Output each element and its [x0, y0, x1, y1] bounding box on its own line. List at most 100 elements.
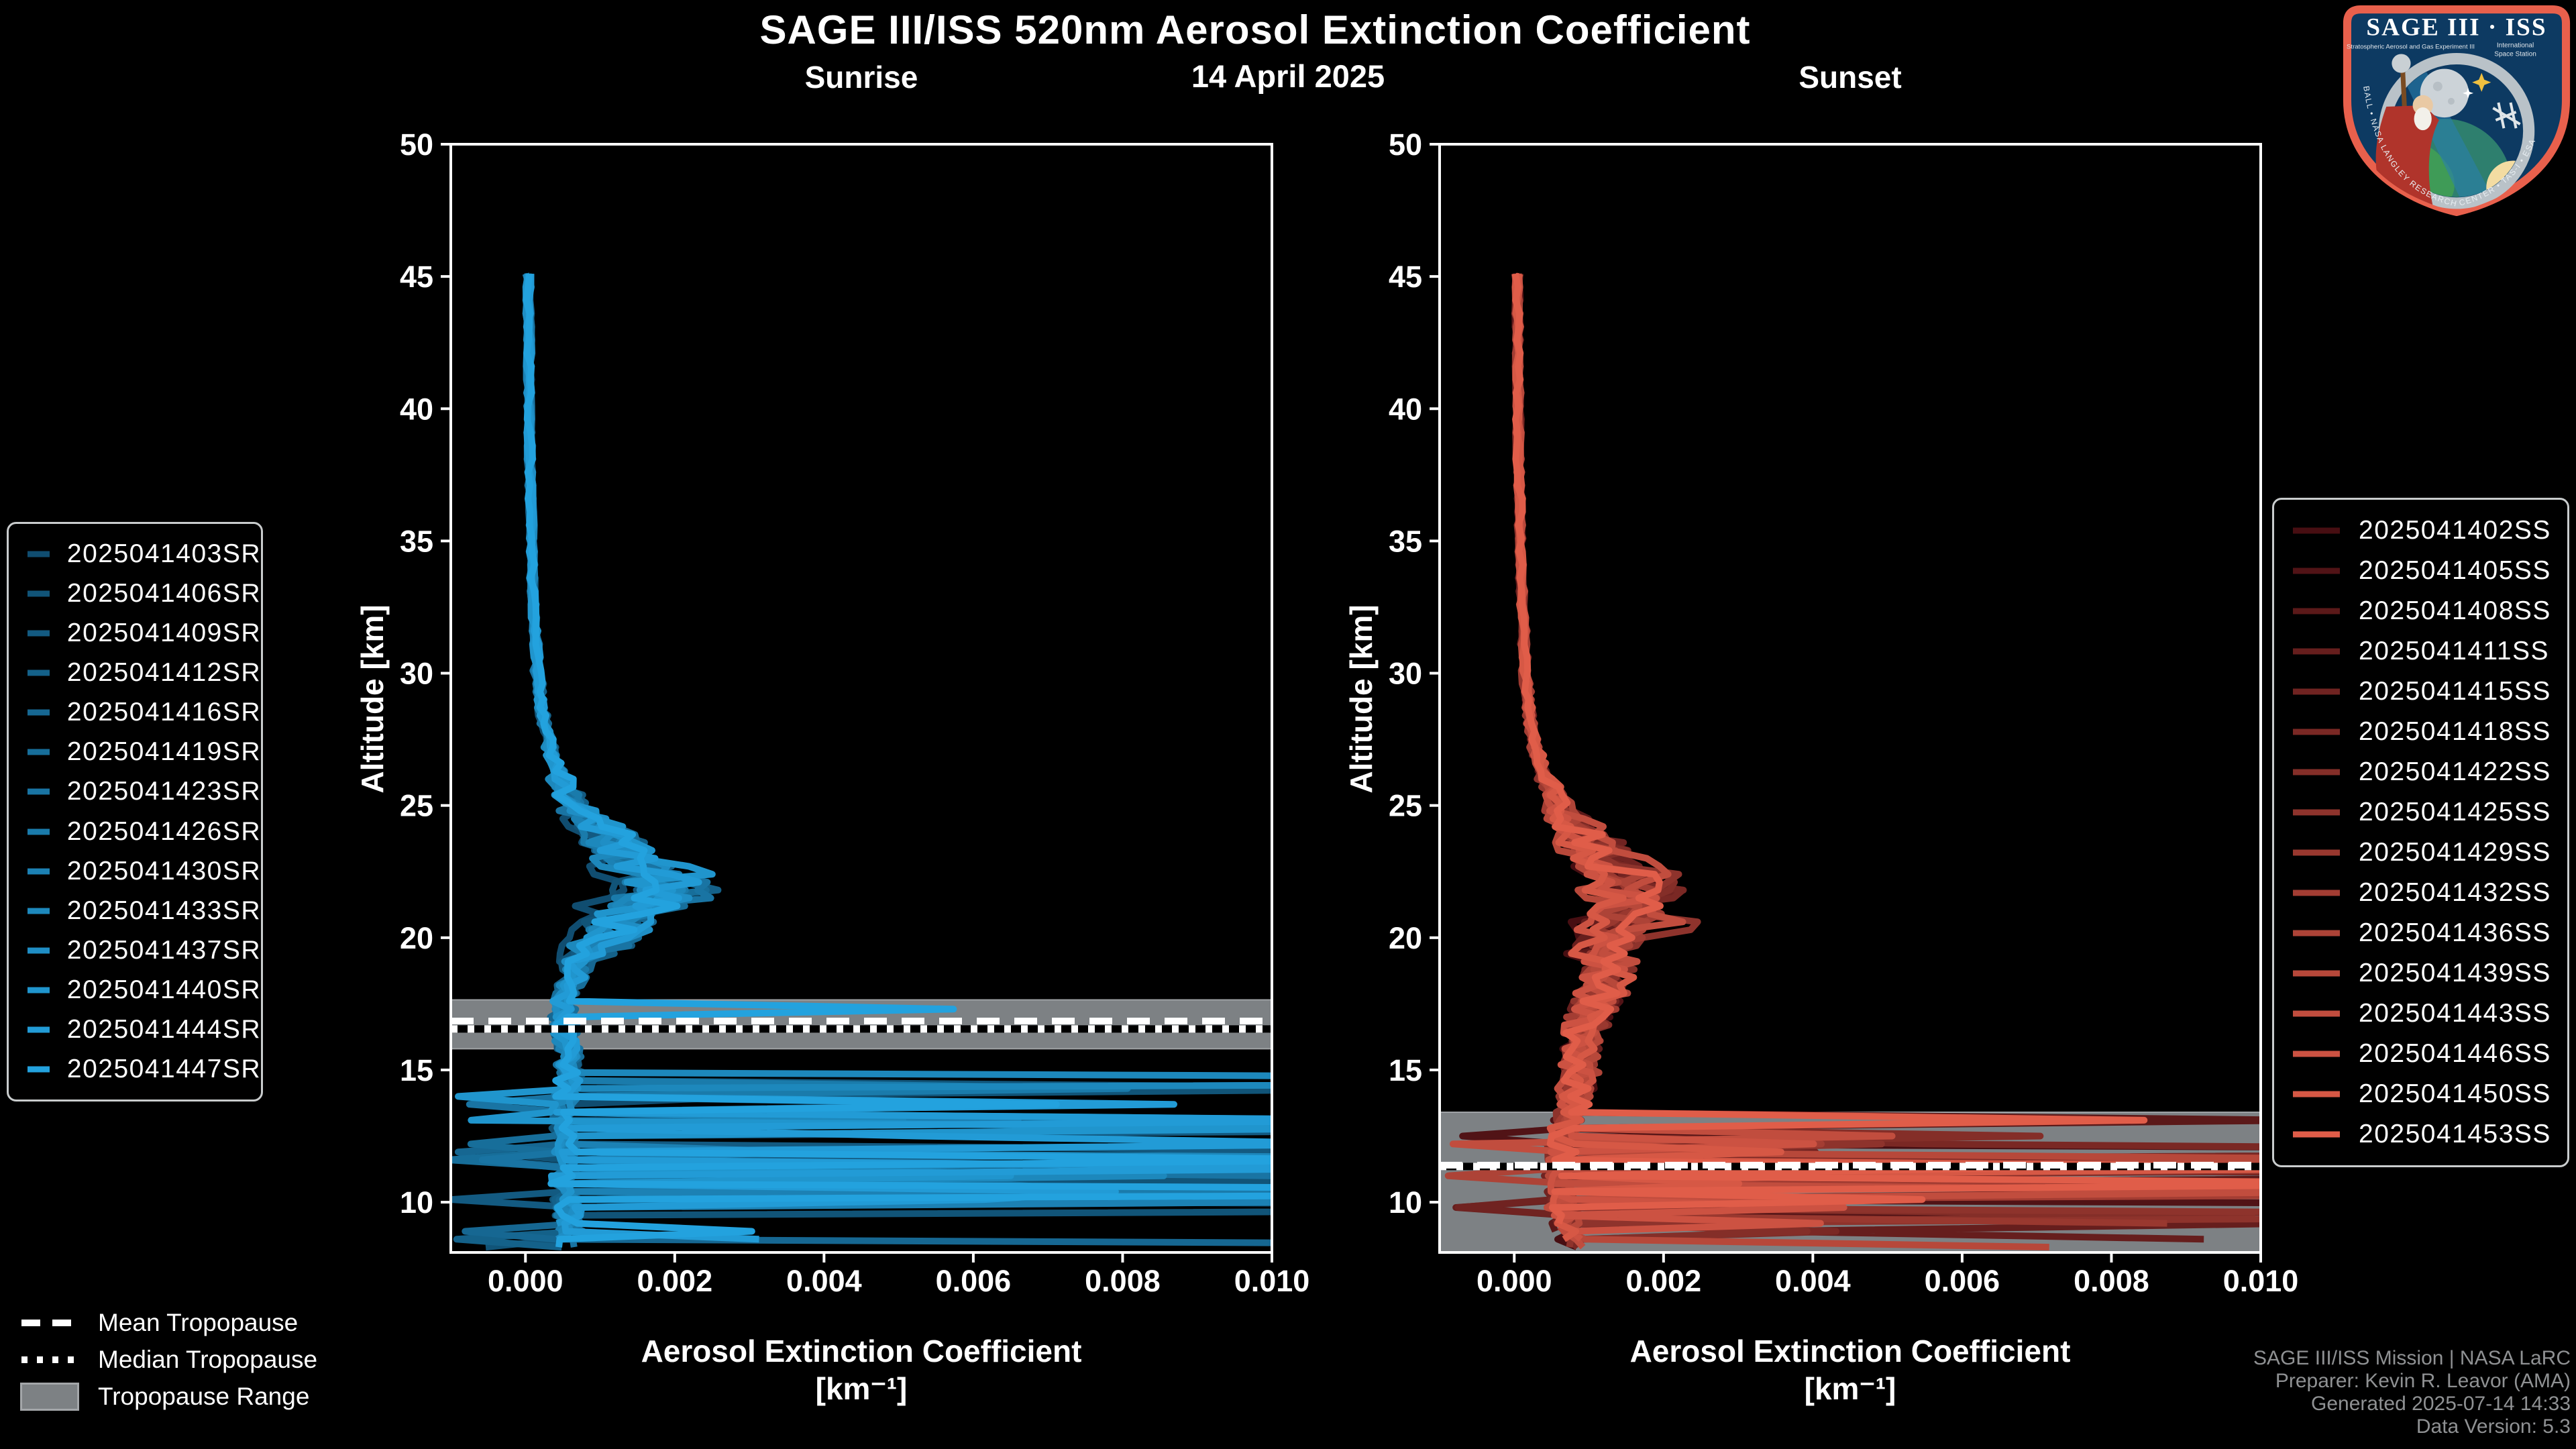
x-tick-label: 0.004	[1775, 1264, 1851, 1298]
legend-item: 2025041411SS	[2292, 637, 2567, 666]
mean-tropopause-legend-row: Mean Tropopause	[20, 1304, 317, 1341]
legend-label: 2025041415SS	[2359, 677, 2551, 706]
legend-item: 2025041408SS	[2292, 596, 2567, 626]
legend-label: 2025041406SR	[66, 579, 261, 608]
mean-tropopause-label: Mean Tropopause	[98, 1308, 299, 1336]
legend-line-swatch	[28, 551, 50, 557]
legend-line-swatch	[2293, 527, 2340, 534]
legend-label: 2025041437SR	[66, 935, 261, 965]
x-tick-label: 0.006	[936, 1264, 1012, 1298]
x-tick-label: 0.010	[1234, 1264, 1310, 1298]
logo-star-small	[2463, 87, 2474, 99]
legend-label: 2025041447SR	[66, 1054, 261, 1083]
x-axis-label-units: [km⁻¹]	[1804, 1371, 1896, 1406]
mission-credit: SAGE III/ISS Mission | NASA LaRC	[2253, 1347, 2571, 1369]
logo-moon-crater	[2447, 97, 2455, 105]
logo-iss	[2492, 102, 2521, 129]
legend-label: 2025041425SS	[2359, 798, 2551, 826]
legend-line-swatch	[28, 908, 50, 914]
legend-label: 2025041408SS	[2359, 596, 2551, 625]
y-tick-label: 30	[1389, 657, 1422, 691]
legend-line-swatch	[2293, 1051, 2340, 1057]
date-subtitle: 14 April 2025	[1191, 58, 1385, 94]
legend-item: 2025041439SS	[2292, 959, 2567, 988]
x-tick-label: 0.008	[2074, 1264, 2149, 1298]
legend-item: 2025041453SS	[2292, 1120, 2567, 1149]
y-tick-label: 20	[1389, 921, 1422, 955]
legend-item: 2025041433SR	[26, 896, 261, 926]
legend-line-swatch	[2293, 930, 2340, 936]
y-tick-label: 35	[1389, 524, 1422, 558]
y-tick-label: 30	[400, 657, 433, 691]
x-tick-label: 0.006	[1925, 1264, 2000, 1298]
legend-line-swatch	[28, 1026, 50, 1033]
mean-tropopause-dash-icon	[21, 1319, 78, 1326]
preparer-credit: Preparer: Kevin R. Leavor (AMA)	[2275, 1370, 2571, 1392]
data-version: Data Version: 5.3	[2416, 1415, 2571, 1438]
sunrise-plot-area	[451, 272, 1272, 1251]
legend-item: 2025041450SS	[2292, 1079, 2567, 1109]
legend-item: 2025041419SR	[26, 737, 261, 767]
legend-label: 2025041436SS	[2359, 918, 2551, 947]
y-tick-label: 25	[1389, 789, 1422, 823]
x-tick-label: 0.002	[1626, 1264, 1702, 1298]
x-tick-label: 0.002	[637, 1264, 713, 1298]
legend-line-swatch	[28, 947, 50, 954]
sunset-panel-title: Sunset	[1799, 60, 1902, 95]
x-tick-label: 0.000	[488, 1264, 564, 1298]
legend-item: 2025041426SR	[26, 817, 261, 847]
legend-item: 2025041446SS	[2292, 1039, 2567, 1069]
tropopause-legend: Mean Tropopause Median Tropopause Tropop…	[20, 1304, 317, 1415]
legend-item: 2025041412SR	[26, 658, 261, 688]
legend-line-swatch	[2293, 729, 2340, 735]
legend-label: 2025041419SR	[66, 737, 261, 767]
legend-line-swatch	[2293, 970, 2340, 977]
legend-label: 2025041444SR	[66, 1014, 261, 1044]
sage-iss-logo: SAGE III · ISS Stratospheric Aerosol and…	[2343, 5, 2571, 216]
tropopause-range-legend-row: Tropopause Range	[20, 1378, 317, 1415]
legend-line-swatch	[28, 868, 50, 875]
sunset-plot-area	[1440, 272, 2261, 1252]
profile-2025041415SS	[1454, 273, 1819, 1227]
y-tick-label: 15	[1389, 1053, 1422, 1087]
profile-2025041436SS	[1444, 273, 1650, 1234]
y-tick-label: 15	[400, 1053, 433, 1087]
legend-line-swatch	[28, 630, 50, 637]
legend-label: 2025041429SS	[2359, 838, 2551, 867]
legend-line-swatch	[2293, 688, 2340, 695]
legend-line-swatch	[28, 828, 50, 835]
legend-line-swatch	[2293, 608, 2340, 614]
logo-moon-crater	[2432, 81, 2443, 91]
legend-item: 2025041416SR	[26, 698, 261, 727]
legend-label: 2025041405SS	[2359, 556, 2551, 585]
sunrise-events-legend: 2025041403SR 2025041406SR 2025041409SR 2025…	[7, 522, 263, 1102]
y-tick-label: 40	[400, 392, 433, 426]
legend-item: 2025041415SS	[2292, 677, 2567, 706]
legend-item: 2025041425SS	[2292, 798, 2567, 827]
logo-subtitle-right2: Space Station	[2494, 50, 2536, 58]
legend-label: 2025041453SS	[2359, 1120, 2551, 1148]
attribution-block: SAGE III/ISS Mission | NASA LaRC Prepare…	[2253, 1347, 2571, 1438]
legend-label: 2025041411SS	[2359, 637, 2550, 665]
logo-subtitle-left: Stratospheric Aerosol and Gas Experiment…	[2347, 43, 2475, 50]
legend-line-swatch	[28, 590, 50, 597]
y-axis-label-sunset: Altitude [km]	[1344, 604, 1379, 794]
legend-label: 2025041433SR	[66, 896, 261, 925]
legend-item: 2025041436SS	[2292, 918, 2567, 948]
sunrise-axes-spines	[449, 143, 1273, 1254]
profile-2025041447SR	[523, 273, 1272, 1248]
legend-label: 2025041439SS	[2359, 959, 2551, 987]
y-tick-label: 35	[400, 524, 433, 558]
tropopause-range-swatch-icon	[20, 1382, 79, 1411]
tropopause-range-label: Tropopause Range	[98, 1382, 310, 1410]
legend-line-swatch	[2293, 769, 2340, 775]
median-tropopause-dot-icon	[21, 1356, 78, 1363]
legend-line-swatch	[28, 1066, 50, 1073]
x-axis-label-units: [km⁻¹]	[815, 1371, 908, 1406]
legend-label: 2025041430SR	[66, 856, 261, 885]
legend-line-swatch	[2293, 890, 2340, 896]
x-tick-label: 0.010	[2223, 1264, 2299, 1298]
page-title: SAGE III/ISS 520nm Aerosol Extinction Co…	[759, 7, 1751, 52]
legend-item: 2025041402SS	[2292, 516, 2567, 545]
